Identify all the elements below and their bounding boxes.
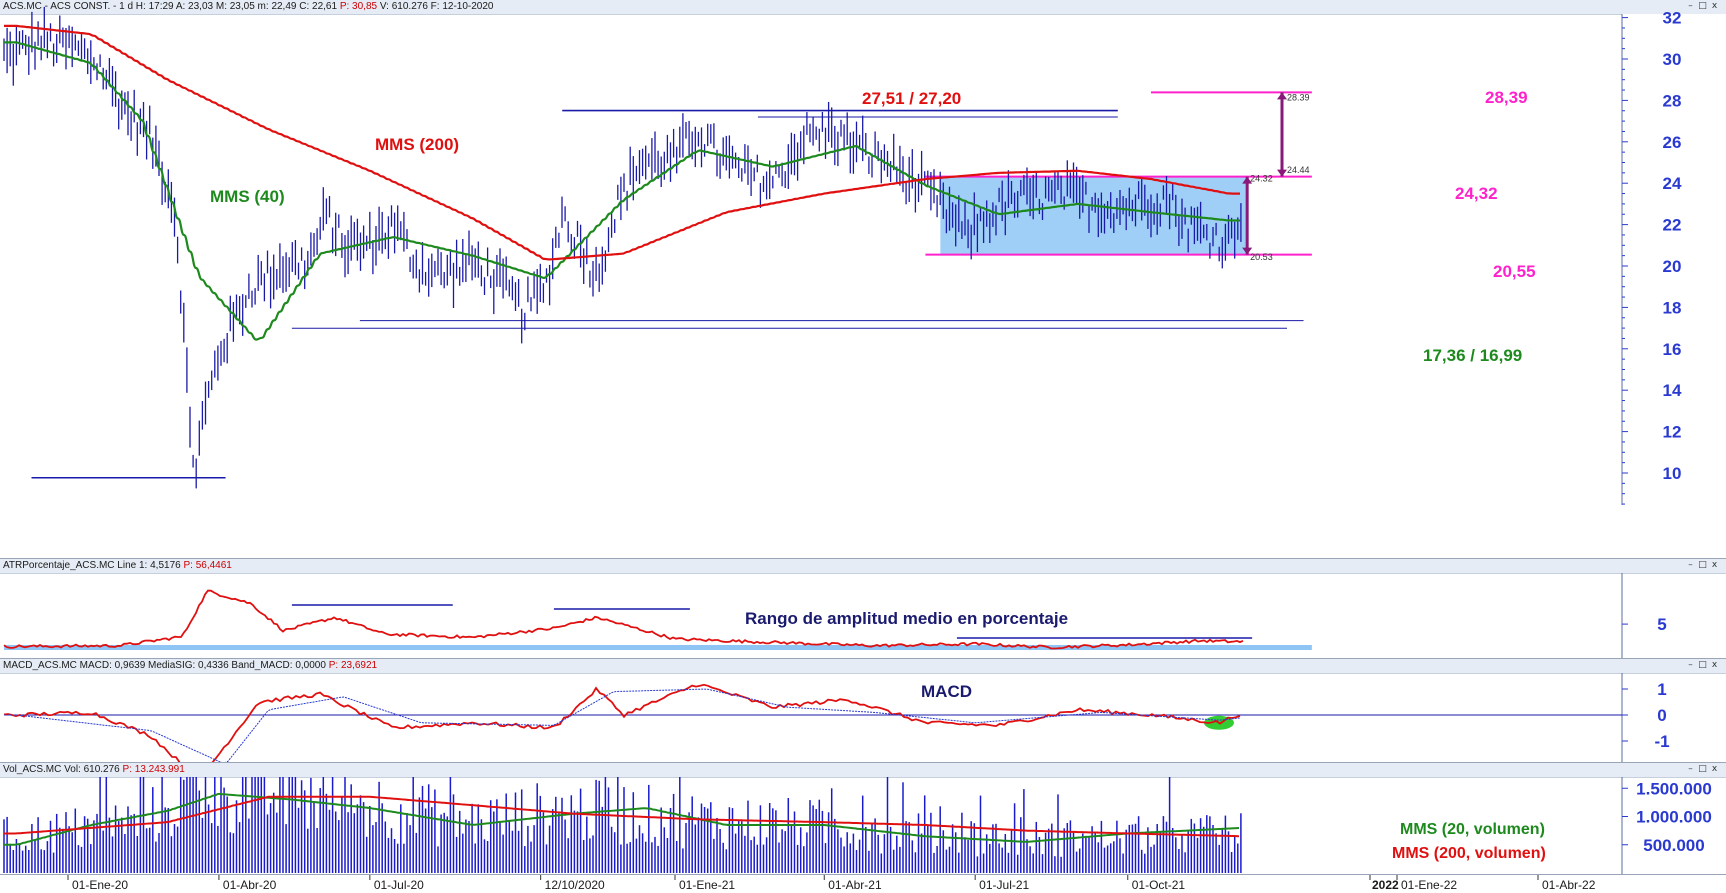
date-tick-label: 2022 xyxy=(1372,878,1399,892)
price-header-values: ACS.MC - ACS CONST. - 1 d H: 17:29 A: 23… xyxy=(3,1,338,12)
close-icon[interactable]: x xyxy=(1711,560,1718,570)
macd-header-text: MACD_ACS.MC MACD: 0,9639 MediaSIG: 0,433… xyxy=(3,660,377,671)
date-tick-label: 01-Abr-20 xyxy=(223,878,277,892)
top-level-annotation: 27,51 / 27,20 xyxy=(862,89,961,108)
volume-tick-label: 1.500.000 xyxy=(1636,779,1712,798)
price-tick-label: 16 xyxy=(1663,340,1682,359)
macd-tick-label: -1 xyxy=(1654,732,1669,751)
macd-line xyxy=(3,683,1241,763)
macd-panel-header: MACD_ACS.MC MACD: 0,9639 MediaSIG: 0,433… xyxy=(0,659,1726,674)
price-header-p: P: 30,85 xyxy=(339,1,378,12)
range-box xyxy=(940,176,1248,255)
volume-panel[interactable]: Vol_ACS.MC Vol: 610.276 P: 13.243.991 – … xyxy=(0,762,1726,875)
macd-header-p: P: 23,6921 xyxy=(328,660,378,671)
measure-range-arrow xyxy=(1242,247,1253,255)
close-icon[interactable]: x xyxy=(1711,1,1718,11)
range-bottom-annotation: 20,55 xyxy=(1493,262,1536,281)
volume-tick-label: 500.000 xyxy=(1643,836,1704,855)
price-tick-label: 32 xyxy=(1663,9,1682,28)
atr-title: Rango de amplitud medio en porcentaje xyxy=(745,609,1068,628)
price-tick-label: 26 xyxy=(1663,133,1682,152)
price-tick-label: 22 xyxy=(1663,216,1682,235)
volume-mms200-legend: MMS (200, volumen) xyxy=(1392,845,1546,862)
date-tick-label: 01-Abr-22 xyxy=(1542,878,1596,892)
volume-chart[interactable]: 1.500.000 1.000.000 500.000 MMS (20, volume… xyxy=(0,763,1726,875)
date-tick-label: 01-Ene-20 xyxy=(72,878,128,892)
price-tick-label: 14 xyxy=(1663,381,1682,400)
volume-header-text: Vol_ACS.MC Vol: 610.276 P: 13.243.991 xyxy=(3,764,185,775)
restore-icon[interactable]: □ xyxy=(1698,660,1707,670)
minimize-icon[interactable]: – xyxy=(1688,764,1693,774)
small-label-2432: 24.32 xyxy=(1250,174,1273,184)
mms40-annotation: MMS (40) xyxy=(210,187,285,206)
price-tick-label: 28 xyxy=(1663,91,1682,110)
close-icon[interactable]: x xyxy=(1711,660,1718,670)
price-tick-label: 20 xyxy=(1663,257,1682,276)
date-tick-label: 01-Abr-21 xyxy=(828,878,882,892)
macd-title: MACD xyxy=(921,682,972,701)
price-tick-label: 30 xyxy=(1663,50,1682,69)
price-tick-label: 18 xyxy=(1663,298,1682,317)
price-panel[interactable]: ACS.MC - ACS CONST. - 1 d H: 17:29 A: 23… xyxy=(0,0,1726,505)
macd-signal-line xyxy=(4,688,1241,763)
restore-icon[interactable]: □ xyxy=(1698,764,1707,774)
date-tick-label: 12/10/2020 xyxy=(545,878,605,892)
price-chart[interactable]: 10 12 14 16 18 20 22 24 26 28 30 32 28.39 24.44 24.32 2… xyxy=(0,0,1726,505)
volume-tick-label: 1.000.000 xyxy=(1636,808,1712,827)
mms200-annotation: MMS (200) xyxy=(375,135,459,154)
support-annotation: 17,36 / 16,99 xyxy=(1423,346,1522,365)
mms40-line xyxy=(3,41,1240,341)
volume-mms20-line xyxy=(3,792,1240,846)
atr-chart[interactable]: 5 Rango de amplitud medio en porcentaje xyxy=(0,559,1726,659)
atr-line xyxy=(3,589,1244,650)
minimize-icon[interactable]: – xyxy=(1688,560,1693,570)
date-axis: 01-Ene-20 01-Abr-20 01-Jul-20 12/10/2020 01-… xyxy=(0,874,1726,893)
atr-tick-label: 5 xyxy=(1657,615,1666,634)
measure-range-arrow xyxy=(1242,176,1253,184)
price-header-tail: V: 610.276 F: 12-10-2020 xyxy=(379,1,494,12)
small-label-2053: 20.53 xyxy=(1250,252,1273,262)
price-tick-label: 24 xyxy=(1663,174,1682,193)
macd-chart[interactable]: 1 0 -1 MACD xyxy=(0,659,1726,763)
atr-header-p: P: 56,4461 xyxy=(183,560,232,571)
date-axis-svg: 01-Ene-20 01-Abr-20 01-Jul-20 12/10/2020 01-… xyxy=(67,875,1596,892)
volume-mms20-legend: MMS (20, volumen) xyxy=(1400,821,1545,838)
minimize-icon[interactable]: – xyxy=(1688,660,1693,670)
macd-header-values: MACD_ACS.MC MACD: 0,9639 MediaSIG: 0,433… xyxy=(3,660,326,671)
atr-header-text: ATRPorcentaje_ACS.MC Line 1: 4,5176 P: 5… xyxy=(3,560,232,571)
mms200-line xyxy=(3,24,1240,261)
date-tick-label: 01-Jul-21 xyxy=(979,878,1029,892)
atr-header-values: ATRPorcentaje_ACS.MC Line 1: 4,5176 xyxy=(3,560,181,571)
volume-panel-header: Vol_ACS.MC Vol: 610.276 P: 13.243.991 – … xyxy=(0,763,1726,778)
price-tick-label: 12 xyxy=(1663,423,1682,442)
small-label-2839: 28.39 xyxy=(1287,92,1310,102)
volume-mms200-line xyxy=(3,795,1240,838)
volume-header-p: P: 13.243.991 xyxy=(122,764,185,775)
date-tick-label: 01-Oct-21 xyxy=(1132,878,1186,892)
atr-base-band xyxy=(4,645,1312,650)
price-axis-bg xyxy=(1622,14,1726,505)
restore-icon[interactable]: □ xyxy=(1698,1,1707,11)
minimize-icon[interactable]: – xyxy=(1688,1,1693,11)
price-panel-header: ACS.MC - ACS CONST. - 1 d H: 17:29 A: 23… xyxy=(0,0,1726,15)
macd-tick-label: 0 xyxy=(1657,706,1666,725)
volume-header-values: Vol_ACS.MC Vol: 610.276 xyxy=(3,764,120,775)
macd-panel[interactable]: MACD_ACS.MC MACD: 0,9639 MediaSIG: 0,433… xyxy=(0,658,1726,763)
measure-target-arrow xyxy=(1277,92,1287,100)
price-tick-label: 10 xyxy=(1663,464,1682,483)
range-top-annotation: 24,32 xyxy=(1455,184,1498,203)
atr-panel[interactable]: ATRPorcentaje_ACS.MC Line 1: 4,5176 P: 5… xyxy=(0,558,1726,659)
target-high-annotation: 28,39 xyxy=(1485,88,1528,107)
measure-target-arrow xyxy=(1277,169,1287,177)
macd-tick-label: 1 xyxy=(1657,680,1666,699)
date-tick-label: 01-Ene-21 xyxy=(679,878,735,892)
atr-panel-header: ATRPorcentaje_ACS.MC Line 1: 4,5176 P: 5… xyxy=(0,559,1726,574)
small-label-2444: 24.44 xyxy=(1287,165,1310,175)
close-icon[interactable]: x xyxy=(1711,764,1718,774)
date-tick-label: 01-Ene-22 xyxy=(1401,878,1457,892)
price-header-text: ACS.MC - ACS CONST. - 1 d H: 17:29 A: 23… xyxy=(3,1,493,12)
restore-icon[interactable]: □ xyxy=(1698,560,1707,570)
date-tick-label: 01-Jul-20 xyxy=(374,878,424,892)
